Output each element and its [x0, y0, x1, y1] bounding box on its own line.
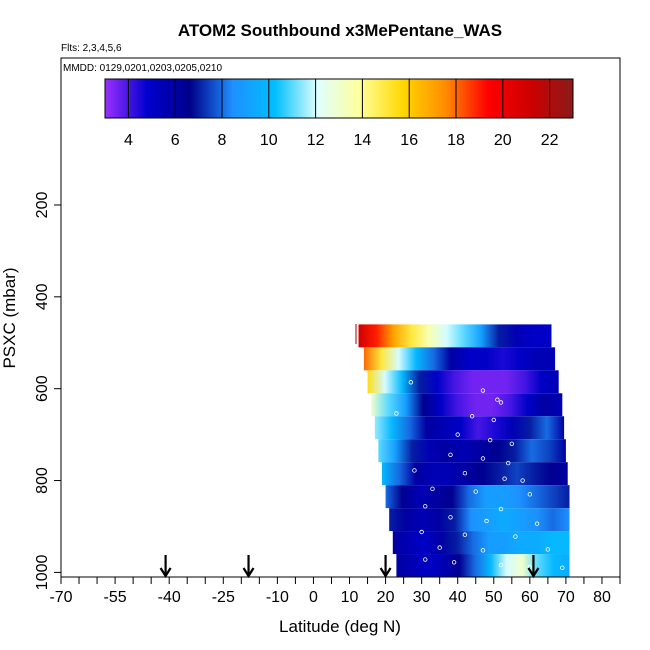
colorbar-tick-label: 10 [260, 132, 278, 149]
sample-point [480, 456, 486, 461]
sample-point [480, 388, 486, 393]
sample-point [462, 532, 468, 537]
sample-point [545, 547, 551, 552]
sample-point [513, 534, 518, 539]
sample-point [430, 486, 435, 492]
sample-point [498, 400, 504, 405]
profile-band [385, 485, 570, 509]
x-tick-label: 20 [377, 589, 395, 606]
profile-band [358, 324, 552, 348]
profile-bands [358, 324, 570, 577]
x-tick-label: 30 [413, 589, 431, 606]
x-tick-label: 10 [341, 589, 359, 606]
sample-point [423, 504, 428, 509]
sample-point [560, 565, 565, 571]
sample-point [448, 515, 453, 520]
sample-point [498, 506, 504, 512]
sample-point [498, 562, 504, 568]
profile-band [367, 370, 559, 394]
plot-frame [60, 57, 621, 578]
sample-point [473, 489, 478, 494]
colorbar-tick-label: 14 [354, 132, 372, 149]
profile-band [396, 554, 570, 577]
x-tick-label: 60 [521, 589, 539, 606]
profile-band [371, 393, 563, 417]
flight-arrow-head [379, 567, 392, 579]
sample-point [509, 441, 515, 447]
x-tick-label: -70 [49, 589, 72, 606]
sample-point [480, 548, 486, 553]
sample-point [527, 492, 533, 497]
y-tick-label: 400 [34, 283, 51, 310]
colorbar-tick-label: 6 [171, 132, 180, 149]
x-tick-label: 50 [485, 589, 503, 606]
y-tick-label: 800 [34, 467, 51, 494]
colorbar [104, 78, 574, 119]
sample-point [437, 545, 442, 550]
flight-arrow-head [159, 567, 172, 579]
sample-point [451, 560, 457, 565]
x-tick-label: -25 [212, 589, 235, 606]
profile-band [374, 416, 565, 440]
y-tick-label: 200 [34, 192, 51, 219]
sample-point [408, 380, 414, 385]
sample-point [506, 460, 511, 466]
profile-band [378, 439, 566, 463]
chart-title: ATOM2 Southbound x3MePentane_WAS [178, 21, 502, 40]
sample-point [502, 476, 507, 481]
x-axis: -70 -55 -40 -25 -10 0 10 20 30 40 50 60 70 80 [49, 577, 621, 606]
colorbar-tick-label: 8 [218, 132, 227, 149]
x-tick-label: 70 [557, 589, 575, 606]
y-axis: 200 400 600 800 1000 [34, 192, 61, 591]
profile-band [389, 508, 570, 532]
dates-note: MMDD: 0129,0201,0203,0205,0210 [63, 63, 222, 74]
flight-arrow-head [242, 567, 255, 579]
sample-point [394, 411, 399, 416]
y-tick-label: 600 [34, 375, 51, 402]
x-tick-label: 0 [309, 589, 318, 606]
colorbar-tick-label: 4 [124, 132, 133, 149]
x-tick-label: -55 [104, 589, 127, 606]
colorbar-tick-label: 12 [307, 132, 325, 149]
sample-point [487, 437, 493, 443]
x-axis-label: Latitude (deg N) [279, 617, 401, 636]
sample-point [455, 432, 460, 437]
profile-band [363, 347, 556, 371]
sample-point [419, 529, 424, 535]
x-tick-label: 80 [593, 589, 611, 606]
profile-band [392, 531, 570, 555]
colorbar-tick-label: 16 [400, 132, 418, 149]
flights-note: Flts: 2,3,4,5,6 [61, 43, 122, 54]
flight-arrow-head [527, 567, 540, 579]
sample-point [491, 417, 496, 423]
x-tick-label: -40 [158, 589, 181, 606]
sample-points [394, 380, 565, 571]
colorbar-tick-label: 20 [494, 132, 512, 149]
sample-point [448, 452, 453, 458]
sample-point [423, 557, 428, 562]
sample-point [534, 521, 540, 526]
sample-point [462, 471, 468, 476]
flight-arrows [159, 555, 540, 579]
sample-point [469, 414, 475, 419]
sample-point [520, 478, 525, 483]
colorbar-tick-label: 18 [447, 132, 465, 149]
x-tick-label: 40 [449, 589, 467, 606]
colorbar-ticks: 4 6 8 10 12 14 16 18 20 22 [124, 79, 559, 149]
sample-point [412, 468, 417, 473]
sample-point [495, 397, 500, 402]
profile-band [381, 462, 568, 486]
colorbar-tick-label: 22 [541, 132, 559, 149]
x-tick-label: -10 [266, 589, 289, 606]
y-tick-label: 1000 [34, 555, 51, 591]
y-axis-label: PSXC (mbar) [0, 267, 19, 368]
sample-point [484, 518, 489, 524]
